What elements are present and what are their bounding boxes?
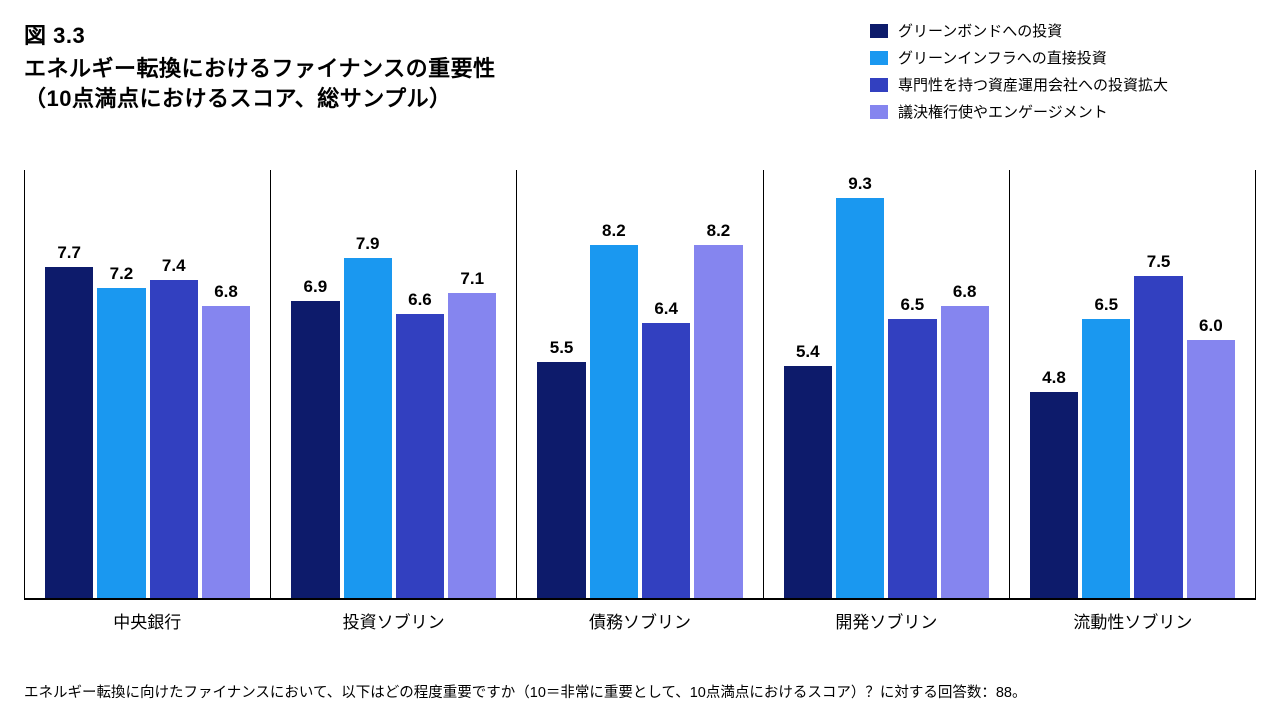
legend-item: 専門性を持つ資産運用会社への投資拡大 xyxy=(870,74,1260,95)
bar xyxy=(448,293,496,598)
legend-swatch xyxy=(870,24,888,38)
chart-area: 7.77.27.46.86.97.96.67.15.58.26.48.25.49… xyxy=(24,170,1256,600)
legend-item: グリーンボンドへの投資 xyxy=(870,20,1260,41)
bar xyxy=(784,366,832,598)
bar-value-label: 6.5 xyxy=(888,295,936,315)
bar xyxy=(344,258,392,598)
bar-value-label: 7.4 xyxy=(150,256,198,276)
chart-groups: 7.77.27.46.86.97.96.67.15.58.26.48.25.49… xyxy=(24,170,1256,598)
title-block: 図 3.3 エネルギー転換におけるファイナンスの重要性 （10点満点におけるスコ… xyxy=(24,18,870,122)
bar xyxy=(202,306,250,598)
bar xyxy=(291,301,339,598)
legend-label: グリーンインフラへの直接投資 xyxy=(898,47,1107,68)
bar-wrap: 6.0 xyxy=(1187,170,1235,598)
bar xyxy=(1134,276,1182,599)
bar-group: 6.9 7.9 6.67.1 xyxy=(270,170,516,598)
bar-value-label: 6.5 xyxy=(1082,295,1130,315)
bar xyxy=(1030,392,1078,598)
legend-label: 議決権行使やエンゲージメント xyxy=(898,101,1108,122)
bar xyxy=(888,319,936,599)
x-axis-labels: 中央銀行投資ソブリン債務ソブリン開発ソブリン流動性ソブリン xyxy=(24,608,1256,633)
bar-wrap: 7.7 xyxy=(45,170,93,598)
bar-wrap: 4.8 xyxy=(1030,170,1078,598)
bar-value-label: 7.7 xyxy=(45,243,93,263)
bar-wrap: 6.9 xyxy=(291,170,339,598)
legend: グリーンボンドへの投資グリーンインフラへの直接投資専門性を持つ資産運用会社への投… xyxy=(870,18,1260,122)
bar-value-label: 7.5 xyxy=(1134,252,1182,272)
legend-item: グリーンインフラへの直接投資 xyxy=(870,47,1260,68)
bar-wrap: 9.3 xyxy=(836,170,884,598)
legend-swatch xyxy=(870,78,888,92)
bar-wrap: 5.4 xyxy=(784,170,832,598)
bar-wrap: 6.5 xyxy=(1082,170,1130,598)
bar xyxy=(941,306,989,598)
bar-value-label: 6.4 xyxy=(642,299,690,319)
figure-title-line1: エネルギー転換におけるファイナンスの重要性 xyxy=(24,56,496,81)
legend-item: 議決権行使やエンゲージメント xyxy=(870,101,1260,122)
figure-title: エネルギー転換におけるファイナンスの重要性 （10点満点におけるスコア、総サンプ… xyxy=(24,54,870,113)
legend-swatch xyxy=(870,105,888,119)
bar-value-label: 5.4 xyxy=(784,342,832,362)
bar-wrap: 7.5 xyxy=(1134,170,1182,598)
figure-label: 図 3.3 xyxy=(24,18,870,50)
bar-wrap: 7.9 xyxy=(344,170,392,598)
bar-value-label: 6.8 xyxy=(941,282,989,302)
x-axis-label: 債務ソブリン xyxy=(517,608,763,633)
bar xyxy=(642,323,690,598)
bar-value-label: 4.8 xyxy=(1030,368,1078,388)
legend-swatch xyxy=(870,51,888,65)
bar-value-label: 5.5 xyxy=(537,338,585,358)
bar-value-label: 7.1 xyxy=(448,269,496,289)
bar-value-label: 7.9 xyxy=(344,234,392,254)
bar-wrap: 5.5 xyxy=(537,170,585,598)
bar xyxy=(150,280,198,598)
bar xyxy=(1082,319,1130,599)
bar-wrap: 7.1 xyxy=(448,170,496,598)
bar xyxy=(694,245,742,598)
header-row: 図 3.3 エネルギー転換におけるファイナンスの重要性 （10点満点におけるスコ… xyxy=(0,18,1280,122)
bar-value-label: 6.8 xyxy=(202,282,250,302)
bar-group: 7.77.27.46.8 xyxy=(24,170,270,598)
bar-group: 5.4 9.3 6.56.8 xyxy=(763,170,1009,598)
bar xyxy=(97,288,145,598)
footer-note: エネルギー転換に向けたファイナンスにおいて、以下はどの程度重要ですか（10＝非常… xyxy=(24,681,1256,702)
bar-value-label: 6.9 xyxy=(291,277,339,297)
bar-wrap: 6.5 xyxy=(888,170,936,598)
bar-wrap: 8.2 xyxy=(694,170,742,598)
bar-wrap: 8.2 xyxy=(590,170,638,598)
bar-value-label: 6.6 xyxy=(396,290,444,310)
bar-wrap: 6.8 xyxy=(941,170,989,598)
bar-wrap: 6.4 xyxy=(642,170,690,598)
bar-value-label: 6.0 xyxy=(1187,316,1235,336)
bar-value-label: 7.2 xyxy=(97,264,145,284)
bar xyxy=(1187,340,1235,598)
bar-wrap: 6.6 xyxy=(396,170,444,598)
bar xyxy=(836,198,884,598)
x-axis-label: 中央銀行 xyxy=(24,608,270,633)
bar-group: 5.5 8.2 6.4 8.2 xyxy=(516,170,762,598)
bar xyxy=(537,362,585,599)
figure-title-line2: （10点満点におけるスコア、総サンプル） xyxy=(24,86,452,111)
bar xyxy=(45,267,93,598)
bar-value-label: 9.3 xyxy=(836,174,884,194)
bar-wrap: 7.2 xyxy=(97,170,145,598)
bar xyxy=(396,314,444,598)
bar xyxy=(590,245,638,598)
bar-value-label: 8.2 xyxy=(590,221,638,241)
bar-group: 4.8 6.5 7.5 6.0 xyxy=(1009,170,1256,598)
bar-value-label: 8.2 xyxy=(694,221,742,241)
x-axis-label: 開発ソブリン xyxy=(763,608,1009,633)
bar-wrap: 7.4 xyxy=(150,170,198,598)
x-axis-label: 流動性ソブリン xyxy=(1010,608,1256,633)
legend-label: 専門性を持つ資産運用会社への投資拡大 xyxy=(898,74,1168,95)
x-axis-label: 投資ソブリン xyxy=(270,608,516,633)
legend-label: グリーンボンドへの投資 xyxy=(898,20,1062,41)
bar-wrap: 6.8 xyxy=(202,170,250,598)
